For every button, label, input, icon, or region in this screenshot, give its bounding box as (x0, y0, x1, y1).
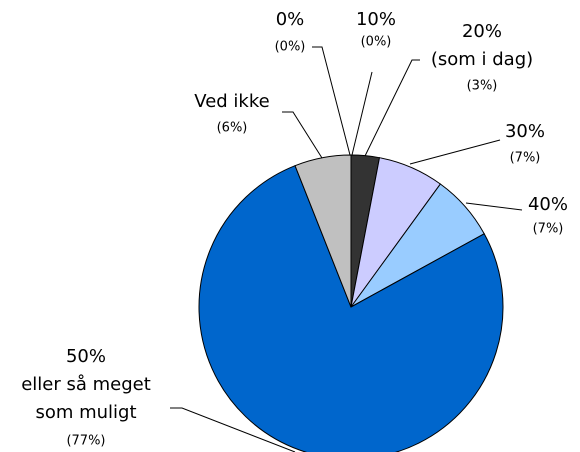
leader-line (170, 407, 296, 452)
value-label: (0%) (361, 35, 392, 50)
leader-line (409, 139, 501, 165)
leader-line (364, 59, 420, 157)
value-label: (6%) (217, 121, 248, 136)
leader-line (465, 202, 523, 211)
slice-label: Ved ikke (194, 91, 269, 112)
leader-line (351, 71, 373, 156)
pie-slice (294, 154, 352, 308)
slice-label: 10% (356, 9, 396, 30)
value-label: (7%) (533, 222, 564, 237)
leader-line (312, 46, 351, 156)
value-label: (7%) (510, 151, 541, 166)
slice-label: (som i dag) (431, 49, 533, 70)
value-label: (3%) (467, 79, 498, 94)
slice-label: 30% (505, 121, 545, 142)
leader-line (282, 111, 323, 159)
slice-label: som muligt (35, 402, 136, 423)
value-label: (0%) (275, 40, 306, 55)
value-label: (77%) (66, 434, 105, 449)
pie-slice (198, 165, 504, 452)
slice-label: 40% (528, 194, 568, 215)
slice-label: 20% (462, 21, 502, 42)
slice-label: eller så meget (21, 374, 151, 395)
slice-label: 0% (276, 9, 305, 30)
slice-label: 50% (66, 346, 106, 367)
